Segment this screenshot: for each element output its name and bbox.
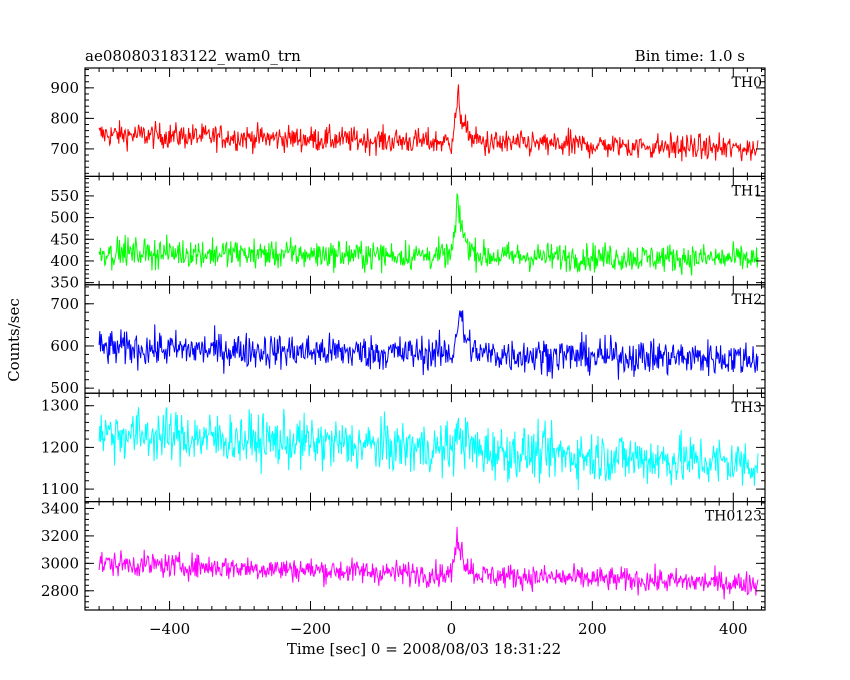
y-tick-label: 500	[50, 379, 79, 397]
chart-title: ae080803183122_wam0_trn	[85, 47, 301, 65]
panel-frame	[84, 175, 766, 286]
x-tick-label: 200	[578, 620, 607, 638]
x-axis-label: Time [sec] 0 = 2008/08/03 18:31:22	[287, 640, 561, 658]
x-tick-label: 0	[447, 620, 457, 638]
panel-label: TH1	[732, 183, 762, 199]
panel-th3: TH3 1100 1200 1300	[41, 392, 766, 503]
x-tick-label: 400	[719, 620, 748, 638]
y-tick-label: 550	[50, 187, 79, 205]
y-tick-label: 1100	[41, 480, 79, 498]
panel-th0123: TH0123 2800 3000 3200 3400	[41, 499, 766, 611]
y-tick-label: 1300	[41, 397, 79, 415]
y-tick-label: 3000	[41, 554, 79, 572]
panel-frame	[84, 284, 766, 394]
series-th1	[98, 193, 759, 276]
y-tick-label: 800	[50, 109, 79, 127]
panel-label: TH2	[732, 292, 762, 308]
panel-th2: TH2 500 600 700	[50, 284, 766, 397]
panel-frame	[84, 501, 766, 611]
series-th3	[98, 407, 759, 491]
y-tick-label: 900	[50, 79, 79, 97]
panel-label: TH3	[732, 400, 762, 416]
y-tick-label: 600	[50, 337, 79, 355]
y-tick-label: 1200	[41, 438, 79, 456]
panel-label: TH0	[732, 75, 762, 91]
x-tick-label: −200	[290, 620, 331, 638]
y-tick-label: 3200	[41, 527, 79, 545]
y-axis-label: Counts/sec	[5, 298, 23, 382]
y-tick-label: 2800	[41, 582, 79, 600]
y-tick-label: 450	[50, 230, 79, 248]
x-tick-label: −400	[149, 620, 190, 638]
panels-group: TH0 700 800 900 TH1 350 400 450 500 550 TH2 500 600 7…	[41, 67, 766, 638]
y-tick-label: 500	[50, 209, 79, 227]
y-tick-label: 400	[50, 252, 79, 270]
panel-th0: TH0 700 800 900	[50, 67, 766, 178]
y-tick-label: 350	[50, 274, 79, 292]
panel-frame	[84, 67, 766, 178]
bin-time-label: Bin time: 1.0 s	[635, 47, 745, 65]
series-th0123	[98, 526, 759, 600]
series-th2	[98, 310, 759, 380]
y-tick-label: 3400	[41, 499, 79, 517]
y-tick-label: 700	[50, 295, 79, 313]
panel-label: TH0123	[705, 509, 762, 525]
panel-th1: TH1 350 400 450 500 550	[50, 175, 766, 292]
series-th0	[98, 84, 759, 162]
y-tick-label: 700	[50, 140, 79, 158]
